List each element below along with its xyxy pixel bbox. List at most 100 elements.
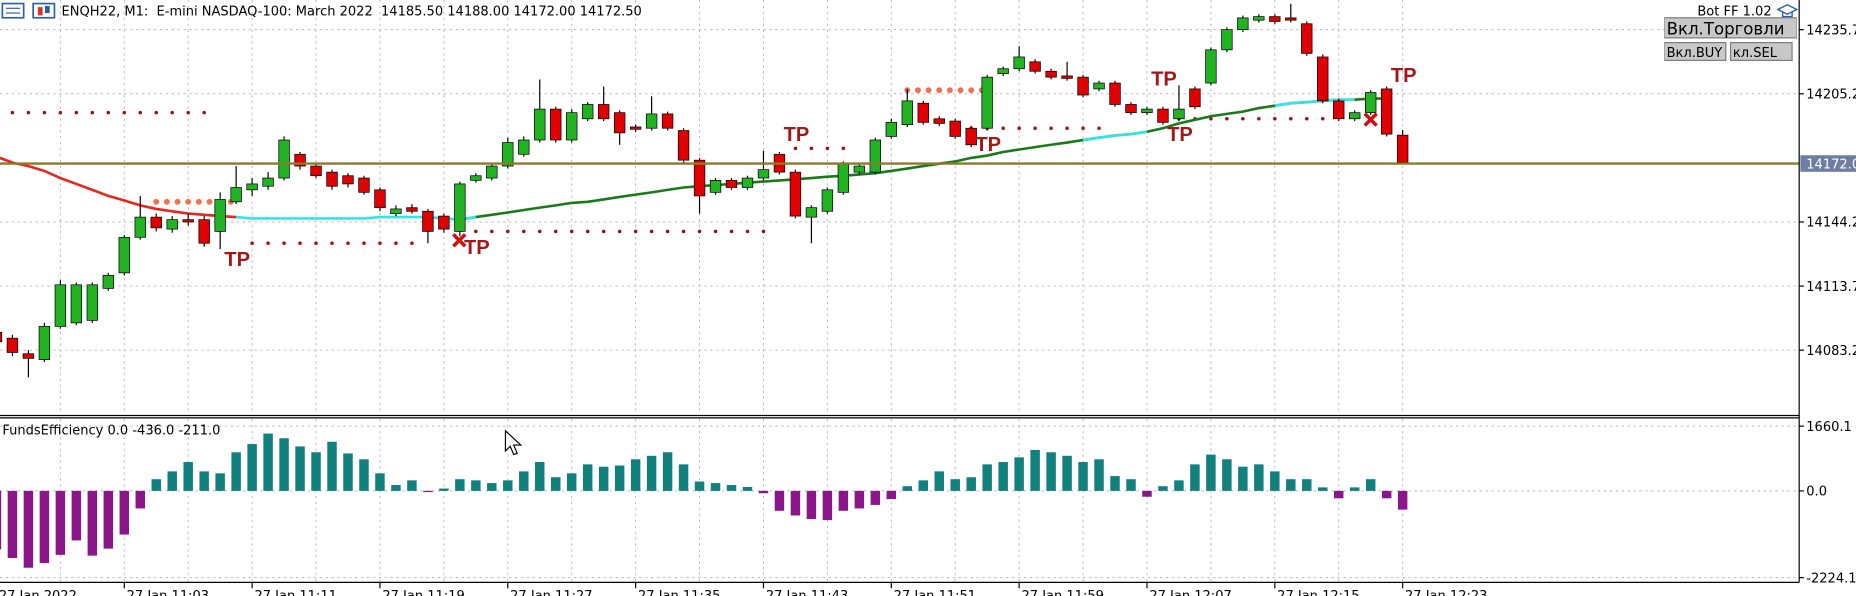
x-tick-label: 27 Jan 11:59	[1022, 589, 1104, 596]
candle-body	[997, 68, 1009, 74]
indicator-bar	[566, 473, 577, 491]
indicator-bar	[1030, 449, 1040, 491]
candle-body	[1396, 134, 1409, 163]
candle-body	[709, 179, 722, 193]
candle-body	[1285, 17, 1297, 21]
candle-body	[1221, 29, 1233, 51]
chart-icon[interactable]	[32, 2, 56, 19]
candle-body	[1013, 56, 1025, 70]
indicator-bar	[1365, 479, 1376, 491]
y-tick-label: 14083.2	[1806, 344, 1856, 359]
mouse-cursor	[504, 429, 523, 456]
indicator-bar	[39, 490, 50, 564]
candle-body	[438, 215, 450, 230]
button-label[interactable]: кл.SEL	[1733, 46, 1778, 61]
candle-body	[1269, 16, 1281, 22]
indicator-bar	[7, 490, 18, 558]
indicator-bar	[519, 471, 529, 491]
button[interactable]	[1664, 42, 1727, 61]
button[interactable]	[1729, 42, 1793, 61]
average-line	[0, 156, 237, 219]
candle-body	[757, 169, 770, 179]
candle-body	[1109, 82, 1121, 105]
indicator-bar	[966, 477, 976, 491]
indicator-bar	[918, 480, 928, 491]
candle-body	[629, 126, 642, 130]
candle-body	[294, 153, 306, 167]
indicator-bar	[1094, 459, 1104, 491]
indicator-bar	[646, 455, 657, 491]
y-tick-label: 14235.7	[1806, 23, 1856, 38]
x-tick-label: 27 Jan 11:19	[382, 589, 464, 596]
indicator-bar	[1206, 454, 1216, 491]
candle-body	[1380, 88, 1393, 135]
indicator-bar	[1078, 462, 1088, 491]
indicator-bar	[1381, 490, 1392, 499]
candle-body	[1061, 75, 1073, 79]
button-label[interactable]: Вкл.Торговли	[1667, 19, 1785, 38]
x-tick-label: 27 Jan 11:43	[766, 589, 848, 596]
indicator-bar	[343, 453, 353, 491]
candle-body	[502, 142, 514, 167]
candle-body	[1301, 23, 1313, 54]
indicator-bar	[790, 490, 801, 516]
candle-body	[1173, 108, 1185, 120]
indicator-bar	[391, 485, 401, 491]
average-line	[236, 98, 1355, 222]
indicator-bar	[1397, 490, 1408, 510]
candle-body	[677, 130, 690, 161]
indicator-bar	[838, 490, 849, 511]
indicator-bar	[1142, 490, 1152, 497]
candle-body	[582, 104, 594, 120]
candle-body	[1205, 49, 1217, 84]
indicator-bar	[295, 446, 305, 491]
tp-label: TP	[464, 237, 490, 259]
indicator-bar	[215, 473, 225, 491]
indicator-bar	[1110, 476, 1120, 491]
candle-body	[805, 207, 818, 218]
candle-body	[422, 210, 434, 232]
candle-body	[1077, 76, 1089, 96]
indicator-bar	[822, 490, 833, 521]
indicator-bar	[1286, 479, 1296, 491]
indicator-bar	[678, 464, 689, 491]
candle-body	[981, 76, 993, 129]
indicator-bar	[103, 490, 114, 549]
indicator-bar	[0, 490, 2, 550]
indicator-bar	[1254, 464, 1264, 491]
indicator-bar	[1046, 452, 1056, 491]
indicator-bar	[870, 490, 881, 505]
x-tick-label: 27 Jan 11:11	[254, 589, 336, 596]
x-tick-label: 27 Jan 11:51	[894, 589, 976, 596]
x-tick-label: 27 Jan 2022	[0, 589, 77, 596]
y-tick-label: -2224.1	[1806, 571, 1856, 586]
candle-body	[102, 275, 114, 289]
indicator-bar	[806, 490, 817, 519]
menu-icons[interactable]	[1, 2, 56, 19]
candle-body	[166, 219, 178, 230]
candle-body	[454, 183, 466, 232]
indicator-bar	[535, 462, 545, 491]
candle-body	[1157, 108, 1169, 123]
button-label[interactable]: Вкл.BUY	[1667, 46, 1723, 61]
indicator-bar	[23, 490, 34, 568]
menu-icon[interactable]	[1, 2, 25, 19]
indicator-bar	[503, 480, 513, 491]
current-price-label: 14172.0	[1806, 157, 1856, 172]
indicator-bar	[1062, 455, 1072, 491]
chart-icon-bar	[44, 5, 50, 14]
indicator-bar	[710, 483, 721, 491]
candle-body	[693, 159, 706, 197]
indicator-bar	[1349, 487, 1360, 491]
x-tick-label: 27 Jan 11:03	[127, 589, 209, 596]
current-price-box	[1800, 155, 1856, 172]
indicator-bar	[471, 480, 481, 491]
button[interactable]	[1664, 17, 1797, 39]
plot-layer: TP TP TP TP TP TP TP	[0, 3, 1800, 568]
indicator-bar	[439, 488, 449, 491]
candle-body	[933, 118, 945, 124]
candle-body	[310, 165, 322, 177]
candle-body	[1093, 82, 1105, 90]
